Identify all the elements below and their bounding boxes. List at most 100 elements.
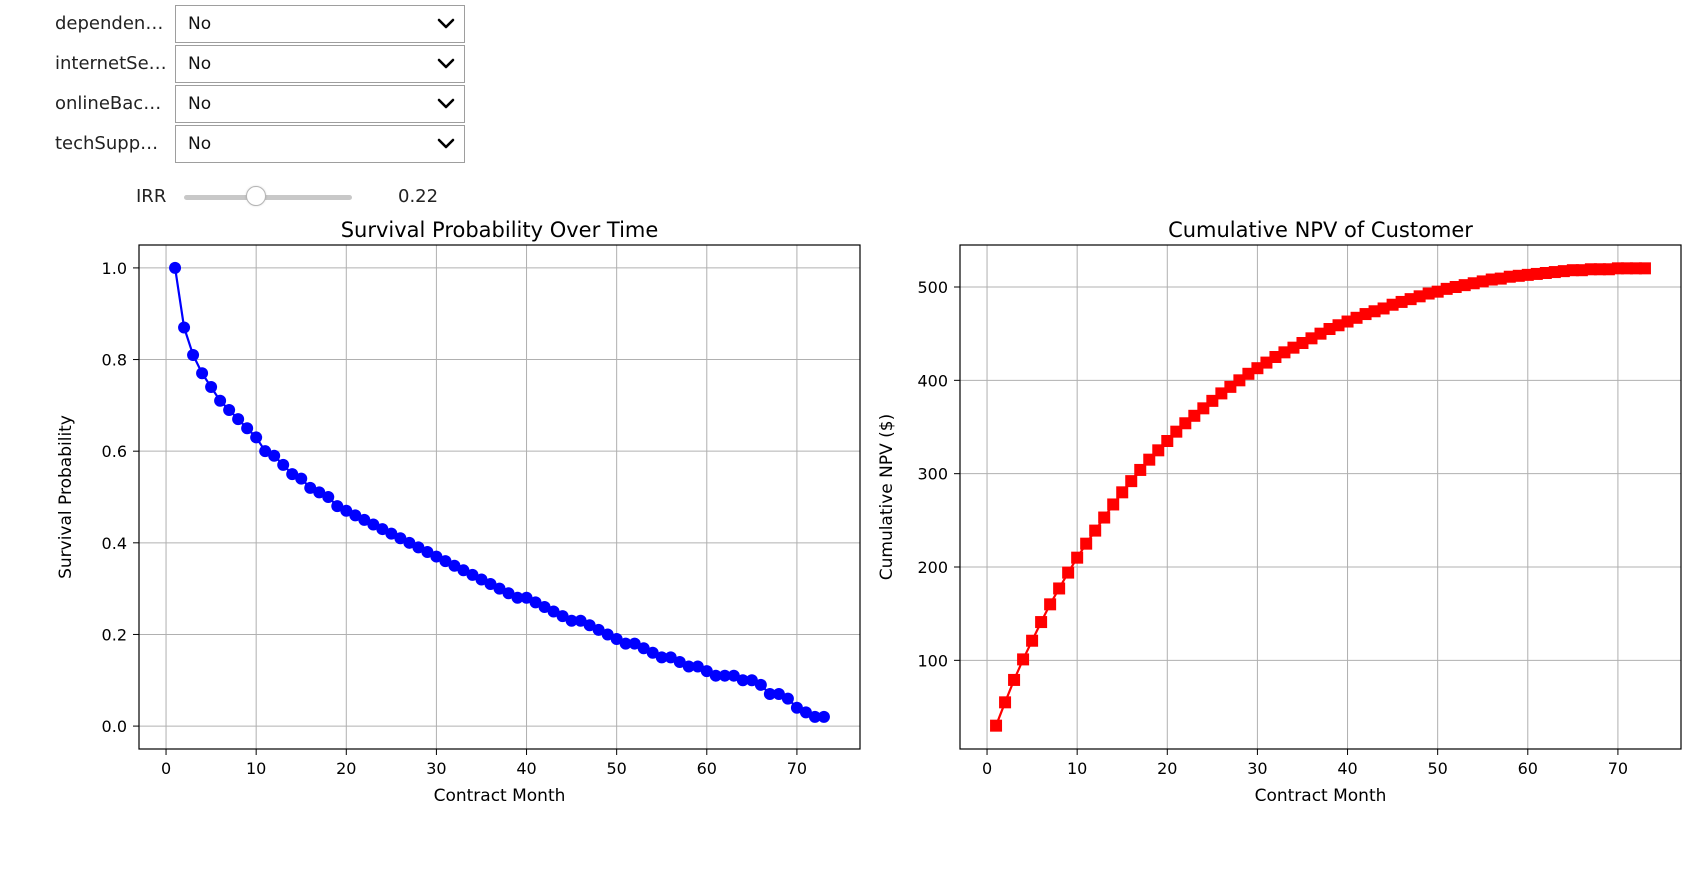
y-axis-label: Survival Probability xyxy=(56,415,76,579)
data-point xyxy=(1323,323,1336,335)
select-value: No xyxy=(188,134,212,154)
data-point xyxy=(1377,302,1390,315)
irr-slider-value: 0.22 xyxy=(398,186,439,207)
data-point xyxy=(322,491,335,503)
data-point xyxy=(1215,387,1228,400)
irr-slider-handle[interactable] xyxy=(246,186,267,206)
data-point xyxy=(772,688,785,701)
data-point xyxy=(1044,598,1057,611)
plot-frame xyxy=(138,244,861,750)
chevron-down-icon xyxy=(437,58,455,69)
data-point xyxy=(232,413,245,426)
data-point xyxy=(187,348,200,361)
data-point xyxy=(763,688,776,701)
data-point xyxy=(610,633,623,646)
irr-slider-row: IRR 0.22 xyxy=(0,182,470,212)
data-point xyxy=(781,692,794,705)
dropdown-label: internetSer... xyxy=(55,53,167,74)
data-point xyxy=(709,669,722,682)
chevron-down-icon xyxy=(437,138,455,149)
data-point xyxy=(682,660,695,673)
data-point xyxy=(1053,582,1066,595)
data-point xyxy=(502,587,515,600)
data-point xyxy=(1233,374,1246,387)
data-point xyxy=(304,481,317,494)
data-point xyxy=(1206,394,1219,407)
data-point xyxy=(250,431,263,444)
data-point xyxy=(1467,277,1480,290)
y-tick-label: 400 xyxy=(917,371,948,390)
data-point xyxy=(394,532,407,545)
x-tick-label: 60 xyxy=(1518,759,1538,778)
data-point xyxy=(1386,298,1399,311)
x-tick-label: 10 xyxy=(1067,759,1087,778)
dropdown-label: onlineBack... xyxy=(55,93,167,114)
irr-slider-track[interactable] xyxy=(184,195,352,200)
data-point xyxy=(1278,346,1291,359)
x-tick-label: 60 xyxy=(697,759,717,778)
data-point xyxy=(790,701,803,714)
data-point xyxy=(349,509,362,522)
data-point xyxy=(1341,315,1354,328)
data-point xyxy=(1188,409,1201,422)
x-tick-label: 0 xyxy=(161,759,171,778)
data-point xyxy=(1548,266,1561,279)
data-point xyxy=(1458,279,1471,292)
x-tick-label: 40 xyxy=(1337,759,1357,778)
data-point xyxy=(1197,402,1210,415)
data-point xyxy=(520,591,533,604)
data-point xyxy=(1332,319,1345,332)
data-point xyxy=(565,614,578,627)
data-point xyxy=(241,422,254,435)
data-point xyxy=(1314,327,1327,340)
data-point xyxy=(1494,272,1507,285)
data-point xyxy=(1575,264,1588,277)
y-tick-label: 100 xyxy=(917,651,948,670)
data-point xyxy=(1629,262,1642,275)
data-point xyxy=(1071,551,1084,564)
data-point xyxy=(1125,475,1138,488)
data-point xyxy=(1611,262,1624,275)
tech-support-select[interactable]: No xyxy=(175,125,465,163)
select-value: No xyxy=(188,54,212,74)
data-point xyxy=(169,261,182,274)
data-point xyxy=(1098,511,1111,524)
data-point xyxy=(1503,270,1516,283)
data-point xyxy=(1620,262,1633,275)
data-point xyxy=(358,513,371,526)
x-tick-label: 50 xyxy=(1427,759,1447,778)
data-point xyxy=(1107,498,1120,511)
dependents-select[interactable]: No xyxy=(175,5,465,43)
data-point xyxy=(1152,444,1165,457)
internet-service-select[interactable]: No xyxy=(175,45,465,83)
data-point xyxy=(990,719,1003,732)
data-point xyxy=(1251,362,1264,375)
data-point xyxy=(1269,351,1282,363)
data-point xyxy=(1062,566,1075,579)
data-point xyxy=(1566,264,1579,277)
data-point xyxy=(1530,267,1543,280)
y-tick-label: 0.4 xyxy=(102,534,127,553)
data-point xyxy=(403,536,416,549)
data-point xyxy=(727,669,740,682)
data-point xyxy=(1395,295,1408,308)
data-point xyxy=(1170,425,1183,438)
data-point xyxy=(1368,305,1381,318)
data-point xyxy=(1242,367,1255,380)
y-axis-label: Cumulative NPV ($) xyxy=(877,414,897,581)
data-point xyxy=(1350,311,1363,324)
data-point xyxy=(691,660,704,673)
data-point xyxy=(673,655,686,668)
data-point xyxy=(1476,275,1489,288)
data-point xyxy=(637,642,650,655)
data-point xyxy=(1296,337,1309,349)
data-point xyxy=(1485,273,1498,286)
data-point xyxy=(664,651,677,664)
online-backup-select[interactable]: No xyxy=(175,85,465,123)
data-point xyxy=(286,468,299,481)
x-tick-label: 70 xyxy=(1608,759,1628,778)
chart-title: Cumulative NPV of Customer xyxy=(1168,220,1473,242)
data-point xyxy=(430,550,443,563)
y-tick-label: 0.8 xyxy=(102,351,127,370)
chart-title: Survival Probability Over Time xyxy=(341,220,659,242)
